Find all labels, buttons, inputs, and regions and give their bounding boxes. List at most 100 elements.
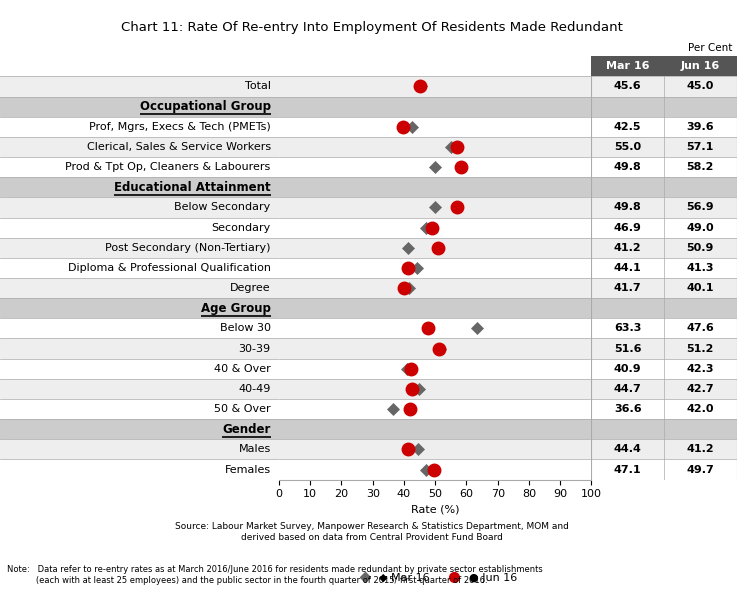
Text: Per Cent: Per Cent [688,43,733,53]
Text: Secondary: Secondary [211,222,271,233]
Bar [0,197,279,218]
Bar [279,459,591,480]
Bar [0,157,279,177]
Text: Prof, Mgrs, Execs & Tech (PMETs): Prof, Mgrs, Execs & Tech (PMETs) [89,122,271,132]
Text: 51.2: 51.2 [687,343,714,354]
Bar [279,177,591,197]
Bar [279,318,591,338]
Text: 49.7: 49.7 [687,464,714,475]
Legend: ◆ Mar 16, ● Jun 16: ◆ Mar 16, ● Jun 16 [349,568,522,587]
Bar [591,399,737,419]
Text: 44.7: 44.7 [614,384,641,394]
Bar [0,117,279,137]
Bar [0,318,279,338]
Bar [279,399,591,419]
Bar [591,379,737,399]
Bar [0,258,279,278]
Bar [279,278,591,298]
Bar [279,419,591,439]
Bar [0,278,279,298]
Text: 49.8: 49.8 [614,162,641,172]
Text: Below Secondary: Below Secondary [174,202,271,213]
Text: 57.1: 57.1 [687,142,714,152]
Text: 41.2: 41.2 [687,444,714,455]
Text: Educational Attainment: Educational Attainment [114,181,271,194]
Bar [591,419,737,439]
Text: Age Group: Age Group [201,302,271,315]
Text: 40.9: 40.9 [614,364,641,374]
Bar [0,238,279,258]
Bar [591,76,737,97]
Text: 50 & Over: 50 & Over [214,404,271,414]
Text: 47.1: 47.1 [614,464,641,475]
Bar [279,258,591,278]
Bar [0,439,279,459]
Bar [591,97,737,117]
Text: 45.6: 45.6 [614,81,641,92]
Bar [591,298,737,318]
Bar [0,419,279,439]
Text: 41.2: 41.2 [614,243,641,253]
Bar [279,76,591,97]
Text: Mar 16: Mar 16 [606,61,650,71]
Bar [0,298,279,318]
Text: Chart 11: Rate Of Re-entry Into Employment Of Residents Made Redundant: Chart 11: Rate Of Re-entry Into Employme… [121,21,623,34]
Bar [591,157,737,177]
Text: 46.9: 46.9 [614,222,641,233]
Text: 42.3: 42.3 [687,364,714,374]
Text: 36.6: 36.6 [614,404,641,414]
Text: 42.5: 42.5 [614,122,641,132]
Bar [591,117,737,137]
Bar [0,359,279,379]
Text: 55.0: 55.0 [615,142,641,152]
Text: 42.0: 42.0 [687,404,714,414]
Bar [279,137,591,157]
Text: Jun 16: Jun 16 [681,61,720,71]
Text: 49.0: 49.0 [687,222,714,233]
Text: 50.9: 50.9 [687,243,714,253]
Bar [591,258,737,278]
Text: 41.3: 41.3 [687,263,714,273]
Bar [591,197,737,218]
Bar [279,117,591,137]
Text: 30-39: 30-39 [239,343,271,354]
Text: Total: Total [245,81,271,92]
Text: 56.9: 56.9 [687,202,714,213]
Bar [279,197,591,218]
Text: Clerical, Sales & Service Workers: Clerical, Sales & Service Workers [86,142,271,152]
Text: 40 & Over: 40 & Over [214,364,271,374]
Bar [591,177,737,197]
Text: Degree: Degree [230,283,271,293]
Text: 40-49: 40-49 [238,384,271,394]
Bar [591,137,737,157]
Text: Males: Males [238,444,271,455]
Bar [591,318,737,338]
Text: Occupational Group: Occupational Group [140,100,271,113]
Text: Source: Labour Market Survey, Manpower Research & Statistics Department, MOM and: Source: Labour Market Survey, Manpower R… [175,522,569,542]
Text: Gender: Gender [222,423,271,436]
Bar [591,278,737,298]
Bar [279,157,591,177]
Bar [591,359,737,379]
Text: 41.7: 41.7 [614,283,641,293]
Bar [0,97,279,117]
Bar [279,97,591,117]
Bar [591,218,737,238]
Text: Post Secondary (Non-Tertiary): Post Secondary (Non-Tertiary) [105,243,271,253]
Text: 58.2: 58.2 [687,162,714,172]
Bar [0,218,279,238]
Text: 47.6: 47.6 [687,323,714,334]
Bar [0,399,279,419]
Text: Diploma & Professional Qualification: Diploma & Professional Qualification [68,263,271,273]
Bar [591,459,737,480]
Text: Note:   Data refer to re-entry rates as at March 2016/June 2016 for residents ma: Note: Data refer to re-entry rates as at… [7,565,543,585]
Bar [279,359,591,379]
Bar [591,338,737,359]
Bar [591,439,737,459]
Bar [279,338,591,359]
Bar [0,137,279,157]
Bar [279,439,591,459]
Text: Below 30: Below 30 [219,323,271,334]
Text: 40.1: 40.1 [687,283,714,293]
Bar [0,338,279,359]
